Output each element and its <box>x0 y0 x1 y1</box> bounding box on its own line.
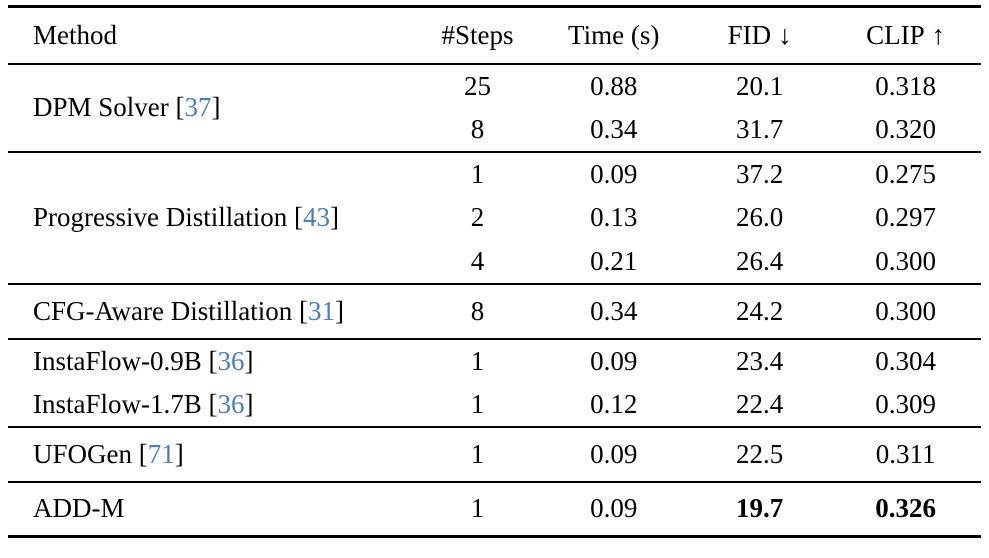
method-label: CFG-Aware Distillation [31] <box>33 295 344 326</box>
method-name: UFOGen <box>33 438 132 469</box>
table-row: CFG-Aware Distillation [31] 8 0.34 24.2 0.30… <box>8 284 981 339</box>
method-cell: DPM Solver [37] <box>8 64 417 152</box>
table-header: Method #Steps Time (s) FID ↓ CLIP ↑ <box>8 7 981 64</box>
table-row: DPM Solver [37] 25 0.88 20.1 0.318 <box>8 64 981 123</box>
method-section: ADD-M 1 0.09 19.7 0.326 <box>8 482 981 537</box>
fid-cell: 26.4 <box>736 245 784 276</box>
column-header-label: CLIP <box>866 19 925 50</box>
time-cell: 0.12 <box>590 388 638 419</box>
method-cell: InstaFlow-0.9B [36] <box>8 339 417 383</box>
results-table: Method #Steps Time (s) FID ↓ CLIP ↑ DPM Solver… <box>8 5 981 538</box>
fid-cell: 37.2 <box>736 158 784 189</box>
fid-cell: 23.4 <box>736 345 784 376</box>
method-label: DPM Solver [37] <box>33 92 221 122</box>
method-cell: CFG-Aware Distillation [31] <box>8 284 417 339</box>
clip-cell: 0.275 <box>875 158 936 189</box>
steps-cell: 8 <box>470 295 485 326</box>
steps-cell: 8 <box>470 113 485 144</box>
fid-cell: 20.1 <box>736 70 784 101</box>
citation-link[interactable]: 37 <box>184 92 212 122</box>
table-row: UFOGen [71] 1 0.09 22.5 0.311 <box>8 427 981 482</box>
time-cell: 0.09 <box>590 438 638 469</box>
time-cell: 0.09 <box>590 158 638 189</box>
fid-cell: 22.5 <box>736 438 784 469</box>
method-label: UFOGen [71] <box>33 438 184 469</box>
table-row: InstaFlow-1.7B [36] 1 0.12 22.4 0.309 <box>8 383 981 427</box>
column-header-steps: #Steps <box>417 7 539 64</box>
citation-link[interactable]: 43 <box>302 202 330 232</box>
header-row: Method #Steps Time (s) FID ↓ CLIP ↑ <box>8 7 981 64</box>
time-cell: 0.21 <box>590 245 638 276</box>
steps-cell: 2 <box>470 202 485 232</box>
column-header-fid: FID ↓ <box>689 7 830 64</box>
steps-cell: 25 <box>463 70 491 101</box>
clip-cell: 0.320 <box>875 113 936 144</box>
method-section: DPM Solver [37] 25 0.88 20.1 0.318 8 0.34 31.7 0… <box>8 64 981 152</box>
time-cell: 0.09 <box>590 493 638 524</box>
column-header-clip: CLIP ↑ <box>830 7 981 64</box>
steps-cell: 1 <box>470 158 485 189</box>
column-header-label: FID <box>727 19 772 50</box>
time-cell: 0.88 <box>590 70 638 101</box>
method-section: UFOGen [71] 1 0.09 22.5 0.311 <box>8 427 981 482</box>
method-cell: ADD-M <box>8 482 417 537</box>
clip-cell: 0.300 <box>875 245 936 276</box>
table-row: 8 0.34 31.7 0.320 <box>8 108 981 152</box>
method-cell: InstaFlow-1.7B [36] <box>8 383 417 427</box>
steps-cell: 1 <box>470 345 485 376</box>
citation-link[interactable]: 36 <box>217 345 245 376</box>
method-label: InstaFlow-0.9B [36] <box>33 345 254 376</box>
method-label: InstaFlow-1.7B [36] <box>33 388 254 419</box>
method-cell: Progressive Distillation [43] <box>8 152 417 284</box>
fid-cell: 22.4 <box>736 388 784 419</box>
steps-cell: 1 <box>470 388 485 419</box>
method-cell: UFOGen [71] <box>8 427 417 482</box>
method-name: ADD-M <box>33 493 125 524</box>
down-arrow-icon: ↓ <box>778 19 792 50</box>
table-row: Progressive Distillation [43] 1 0.09 37.2 0.… <box>8 152 981 233</box>
column-header-label: Method <box>33 19 117 50</box>
method-section: CFG-Aware Distillation [31] 8 0.34 24.2 0.30… <box>8 284 981 339</box>
method-name: DPM Solver <box>33 92 169 122</box>
clip-cell: 0.297 <box>875 202 936 232</box>
table-row: InstaFlow-0.9B [36] 1 0.09 23.4 0.304 <box>8 339 981 383</box>
method-section: Progressive Distillation [43] 1 0.09 37.2 0.… <box>8 152 981 284</box>
time-cell: 0.34 <box>590 113 638 144</box>
method-section: InstaFlow-0.9B [36] 1 0.09 23.4 0.304 InstaFl… <box>8 339 981 427</box>
clip-cell: 0.304 <box>875 345 936 376</box>
fid-cell: 19.7 <box>736 493 784 524</box>
time-cell: 0.34 <box>590 295 638 326</box>
column-header-label: Time (s) <box>568 19 660 50</box>
method-name: CFG-Aware Distillation <box>33 295 293 326</box>
table-row: 4 0.21 26.4 0.300 <box>8 240 981 284</box>
fid-cell: 26.0 <box>736 202 784 232</box>
method-label: Progressive Distillation [43] <box>33 202 339 232</box>
clip-cell: 0.311 <box>875 438 936 469</box>
steps-cell: 1 <box>470 438 485 469</box>
clip-cell: 0.326 <box>875 493 936 524</box>
up-arrow-icon: ↑ <box>931 19 946 50</box>
table-row: ADD-M 1 0.09 19.7 0.326 <box>8 482 981 537</box>
column-header-method: Method <box>8 7 417 64</box>
steps-cell: 1 <box>470 493 485 524</box>
clip-cell: 0.309 <box>875 388 936 419</box>
fid-cell: 24.2 <box>736 295 784 326</box>
citation-link[interactable]: 71 <box>147 438 175 469</box>
method-name: InstaFlow-0.9B <box>33 345 202 376</box>
time-cell: 0.09 <box>590 345 638 376</box>
method-name: Progressive Distillation <box>33 202 288 232</box>
table-row: 2 0.13 26.0 0.297 <box>8 196 981 240</box>
method-label: ADD-M <box>33 493 125 523</box>
column-header-time: Time (s) <box>538 7 689 64</box>
citation-link[interactable]: 31 <box>308 295 335 326</box>
column-header-label: #Steps <box>441 19 514 50</box>
clip-cell: 0.300 <box>875 295 936 326</box>
clip-cell: 0.318 <box>875 70 936 101</box>
steps-cell: 4 <box>470 245 485 276</box>
citation-link[interactable]: 36 <box>217 388 245 419</box>
fid-cell: 31.7 <box>736 113 784 144</box>
method-name: InstaFlow-1.7B <box>33 388 202 419</box>
time-cell: 0.13 <box>590 202 638 232</box>
